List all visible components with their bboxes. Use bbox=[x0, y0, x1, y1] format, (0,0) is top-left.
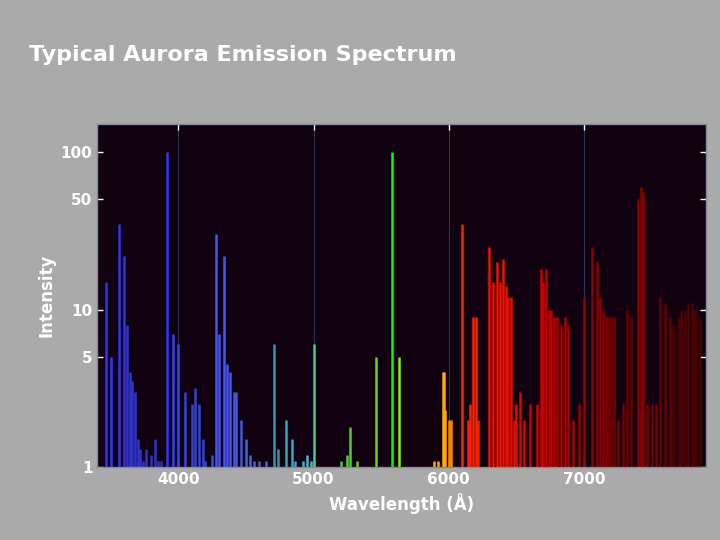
Text: Typical Aurora Emission Spectrum: Typical Aurora Emission Spectrum bbox=[29, 45, 456, 65]
X-axis label: Wavelength (Å): Wavelength (Å) bbox=[329, 492, 474, 514]
Y-axis label: Intensity: Intensity bbox=[37, 254, 55, 338]
